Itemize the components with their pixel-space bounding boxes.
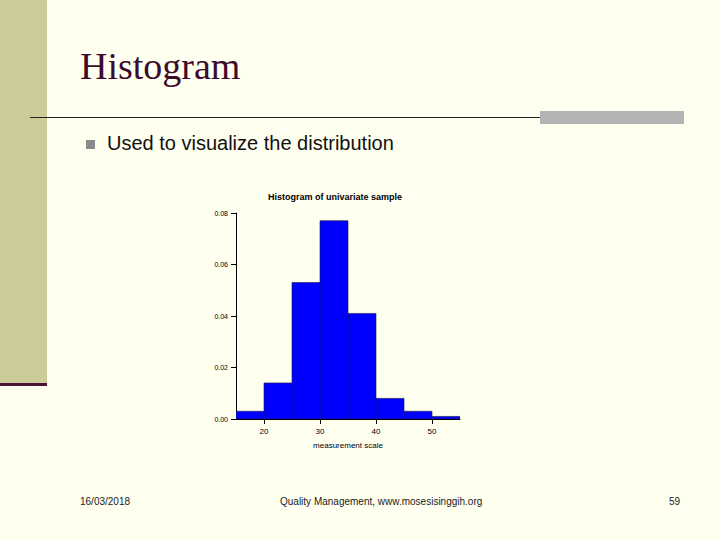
- html-text:Histogram: Histogram: [80, 45, 241, 87]
- svg-text:0.04: 0.04: [214, 313, 228, 320]
- svg-text:0.08: 0.08: [214, 210, 228, 217]
- svg-text:40: 40: [372, 427, 381, 436]
- svg-text:measurement scale: measurement scale: [313, 441, 383, 450]
- svg-text:0.06: 0.06: [214, 261, 228, 268]
- html-text:Used to visualize the distribu: Used to visualize the distribution: [107, 132, 394, 154]
- svg-text:30: 30: [316, 427, 325, 436]
- svg-text:Histogram of univariate sample: Histogram of univariate sample: [268, 192, 402, 202]
- html-text:59: 59: [668, 496, 680, 507]
- svg-text:50: 50: [428, 427, 437, 436]
- svg-text:0.02: 0.02: [214, 364, 228, 371]
- html-text:16/03/2018: 16/03/2018: [80, 496, 131, 507]
- html-text:Quality Management, www.mosesi: Quality Management, www.mosesisinggih.or…: [280, 496, 483, 507]
- svg-text:20: 20: [260, 427, 269, 436]
- svg-text:0.00: 0.00: [214, 416, 228, 423]
